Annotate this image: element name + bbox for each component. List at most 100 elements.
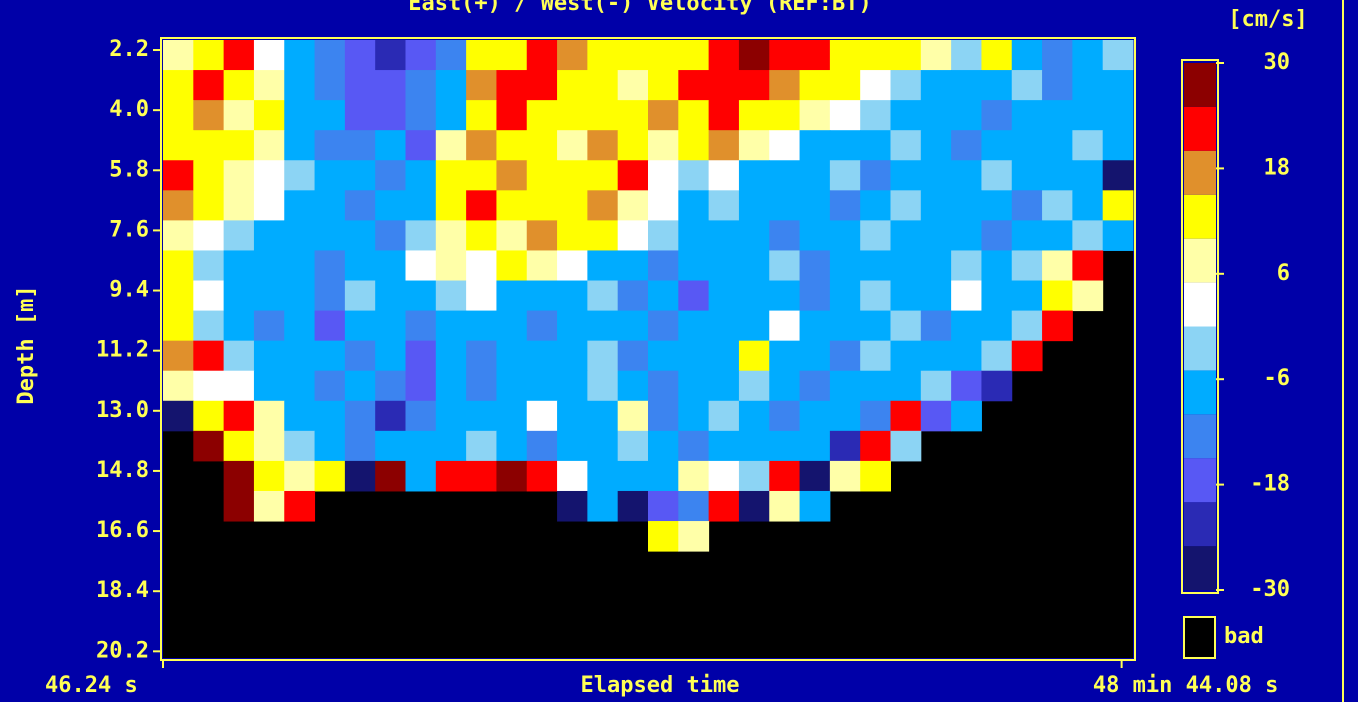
heat-cell	[860, 250, 891, 282]
heat-cell	[678, 370, 710, 402]
heat-cell	[163, 220, 194, 251]
heat-cell	[708, 40, 740, 71]
heat-cell	[496, 190, 528, 221]
heat-cell	[829, 430, 861, 462]
heat-cell	[951, 100, 982, 131]
heat-cell	[799, 70, 831, 101]
heat-cell	[920, 250, 952, 282]
colorbar-band	[1184, 546, 1216, 590]
heat-cell	[405, 460, 437, 492]
heat-cell	[678, 220, 710, 251]
heat-cell	[223, 130, 255, 161]
heat-cell	[860, 100, 891, 131]
heat-cell	[557, 40, 588, 71]
heat-cell	[799, 430, 831, 462]
heat-cell	[920, 370, 952, 402]
heat-cell	[253, 280, 285, 312]
heat-cell	[314, 100, 346, 131]
heat-cell	[678, 310, 710, 342]
heat-cell	[405, 310, 437, 342]
heat-cell	[375, 190, 406, 221]
heat-cell	[314, 130, 346, 161]
colorbar-band	[1184, 414, 1216, 459]
heat-cell	[314, 190, 346, 221]
heat-cell	[1011, 100, 1043, 131]
heat-cell	[1102, 190, 1134, 221]
y-tick-label: 13.0	[96, 398, 149, 423]
heat-cell	[829, 100, 861, 131]
heat-cell	[648, 280, 679, 312]
heat-cell	[738, 250, 770, 282]
heat-cell	[557, 430, 588, 462]
heat-cell	[678, 70, 710, 101]
heat-cell	[1072, 70, 1104, 101]
heat-cell	[375, 250, 406, 282]
heat-cell	[951, 190, 982, 221]
heat-cell	[678, 460, 710, 492]
heat-cell	[587, 250, 619, 282]
heat-cell	[890, 130, 922, 161]
heat-cell	[799, 460, 831, 492]
heat-cell	[314, 70, 346, 101]
heat-cell	[799, 310, 831, 342]
heat-cell	[435, 430, 467, 462]
heat-cell	[223, 220, 255, 251]
heat-cell	[769, 460, 801, 492]
heat-cell	[890, 40, 922, 71]
heat-cell	[860, 370, 891, 402]
heat-cell	[890, 100, 922, 131]
heat-cell	[617, 400, 649, 432]
heat-cell	[193, 40, 225, 71]
heat-cell	[496, 280, 528, 312]
heat-cell	[738, 220, 770, 251]
heat-cell	[617, 130, 649, 161]
heat-cell	[193, 100, 225, 131]
heat-cell	[314, 310, 346, 342]
heat-cell	[678, 250, 710, 282]
heat-cell	[769, 310, 801, 342]
heat-cell	[375, 280, 406, 312]
heat-cell	[738, 460, 770, 492]
heat-cell	[1042, 100, 1073, 131]
heat-cell	[435, 220, 467, 251]
heat-cell	[466, 370, 497, 402]
heat-cell	[466, 190, 497, 221]
heat-cell	[951, 370, 982, 402]
heat-cell	[769, 430, 801, 462]
heat-cell	[1102, 100, 1134, 131]
heat-cell	[920, 70, 952, 101]
heat-cell	[648, 70, 679, 101]
heat-cell	[496, 40, 528, 71]
heat-cell	[587, 280, 619, 312]
heat-cell	[1042, 190, 1073, 221]
heat-cell	[981, 310, 1013, 342]
heat-cell	[253, 310, 285, 342]
heat-cell	[678, 190, 710, 221]
heat-cell	[860, 160, 891, 191]
x-tick-label: 46.24 s	[45, 673, 138, 698]
heat-cell	[253, 100, 285, 131]
heat-cell	[648, 370, 679, 402]
heat-cell	[951, 130, 982, 161]
heat-cell	[193, 220, 225, 251]
heat-cell	[738, 70, 770, 101]
heat-cell	[526, 40, 558, 71]
heat-cell	[1072, 250, 1104, 282]
heat-cell	[466, 160, 497, 191]
heat-cell	[1011, 250, 1043, 282]
y-tick-label: 16.6	[96, 518, 149, 543]
heat-cell	[163, 400, 194, 432]
heat-cell	[829, 190, 861, 221]
heat-cell	[860, 430, 891, 462]
heat-cell	[1072, 40, 1104, 71]
heat-cell	[617, 370, 649, 402]
heat-cell	[587, 100, 619, 131]
heat-cell	[799, 250, 831, 282]
heat-cell	[587, 400, 619, 432]
heat-cell	[405, 400, 437, 432]
heat-cell	[375, 370, 406, 402]
heat-cell	[496, 310, 528, 342]
heat-cell	[466, 70, 497, 101]
heat-cell	[920, 340, 952, 372]
heat-cell	[405, 220, 437, 251]
